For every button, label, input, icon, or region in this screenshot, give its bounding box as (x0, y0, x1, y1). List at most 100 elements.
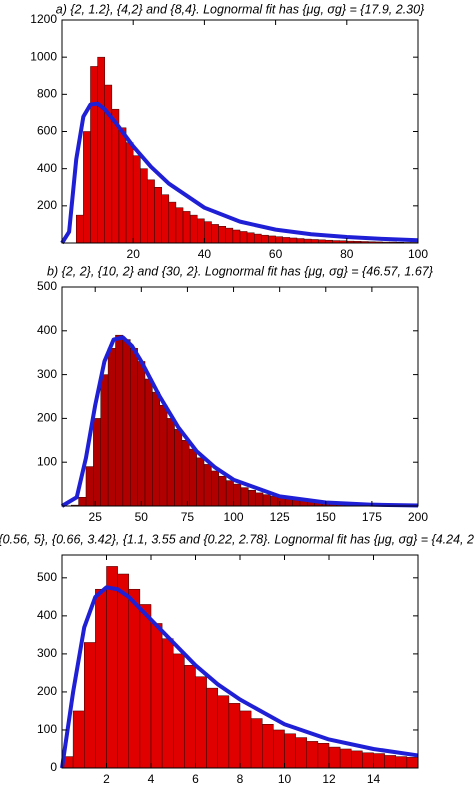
bar (152, 391, 161, 507)
bar (310, 239, 319, 244)
y-tick-label: 400 (37, 608, 57, 622)
x-tick-label: 2 (103, 772, 110, 786)
bar (84, 642, 96, 769)
bar (78, 496, 87, 507)
x-tick-label: 150 (316, 510, 336, 524)
bar (137, 361, 146, 507)
bar (275, 236, 283, 244)
bar (106, 566, 118, 769)
bar (196, 457, 205, 507)
bar (184, 665, 196, 769)
bar (339, 748, 352, 769)
y-tick-label: 1200 (30, 12, 57, 26)
y-tick-label: 1000 (30, 49, 57, 63)
x-tick-label: 12 (322, 772, 336, 786)
bar (217, 695, 230, 769)
x-tick-label: 4 (148, 772, 155, 786)
bar (147, 179, 155, 244)
bar (282, 237, 291, 244)
x-tick-label: 20 (127, 247, 141, 261)
bar (384, 755, 396, 769)
bar (166, 418, 175, 507)
x-tick-label: 10 (278, 772, 292, 786)
bar (218, 226, 227, 244)
bar (262, 494, 271, 507)
bar (182, 211, 191, 244)
x-tick-label: 8 (237, 772, 244, 786)
bar (173, 653, 185, 769)
y-tick-label: 800 (37, 87, 57, 101)
bar (189, 214, 198, 244)
bar (253, 233, 262, 244)
bar (181, 440, 190, 507)
bar (261, 234, 269, 244)
bar (117, 573, 129, 769)
bar (175, 207, 184, 244)
y-tick-label: 500 (37, 279, 57, 293)
x-tick-label: 25 (89, 510, 103, 524)
bar (362, 752, 374, 769)
plot-frame (61, 286, 419, 507)
bar (211, 224, 219, 244)
x-tick-label: 60 (269, 247, 283, 261)
bar (93, 418, 101, 507)
bar (144, 378, 153, 507)
bar (195, 676, 207, 769)
bar (328, 746, 341, 769)
bar (262, 724, 274, 769)
bar (284, 733, 296, 769)
bar (75, 214, 84, 244)
y-tick-label: 100 (37, 454, 57, 468)
bar (168, 201, 177, 244)
bar (395, 756, 408, 769)
y-tick-label: 0 (50, 760, 57, 774)
bar (150, 623, 163, 769)
x-tick-label: 100 (408, 247, 428, 261)
bar (218, 475, 227, 507)
bar (140, 168, 148, 244)
y-tick-label: 500 (37, 570, 57, 584)
x-tick-label: 14 (367, 772, 381, 786)
bar (206, 687, 218, 769)
bar (270, 496, 279, 507)
bar (406, 757, 419, 769)
bar (174, 429, 183, 507)
bar (161, 638, 174, 769)
bar (107, 348, 116, 507)
bar (203, 464, 212, 507)
bar (225, 480, 234, 507)
bar (248, 489, 256, 507)
bar (255, 492, 264, 507)
bar (233, 483, 242, 507)
bar (189, 448, 197, 507)
bar (139, 604, 152, 769)
bar (239, 710, 252, 769)
bar (95, 588, 107, 769)
bar (232, 229, 241, 244)
chart-title: c) {0.56, 5}, {0.66, 3.42}, {1.1, 3.55 a… (0, 532, 474, 546)
fit-curve (60, 585, 419, 769)
x-tick-label: 175 (362, 510, 382, 524)
bar (122, 339, 131, 507)
x-tick-label: 200 (408, 510, 428, 524)
bar (118, 127, 127, 244)
bar (100, 374, 109, 507)
bar (295, 737, 307, 769)
bar (85, 466, 94, 507)
bar (154, 187, 162, 244)
y-tick-label: 200 (37, 684, 57, 698)
bar (268, 235, 276, 244)
bar (225, 227, 234, 244)
bar (273, 729, 285, 769)
x-tick-label: 100 (224, 510, 244, 524)
bar (246, 232, 255, 244)
bar (306, 741, 319, 769)
bar (228, 703, 241, 769)
y-tick-label: 300 (37, 646, 57, 660)
bar (90, 66, 98, 244)
chart-title: a) {2, 1.2}, {4,2} and {8,4}. Lognormal … (56, 2, 425, 16)
bar (303, 238, 312, 244)
y-tick-label: 200 (37, 198, 57, 212)
bar (72, 710, 85, 769)
